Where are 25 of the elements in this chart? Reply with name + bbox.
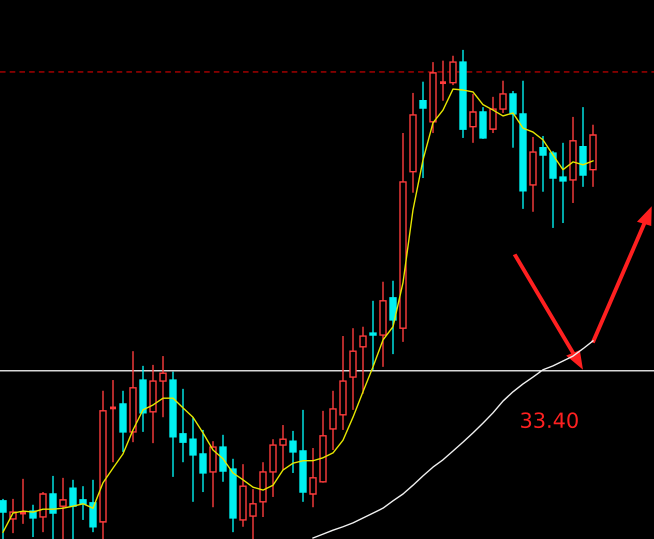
candlestick [69,479,77,539]
candlestick [559,142,567,224]
candlestick [309,447,317,508]
candlestick [329,390,337,451]
candlestick [108,379,118,463]
candlestick [469,93,477,144]
candlestick [159,355,167,418]
annotation: 33.40 [521,412,578,428]
candlestick [189,416,197,503]
candlestick [359,326,367,394]
candlestick [289,430,297,474]
candlestick [279,424,287,471]
candlestick [59,477,67,539]
candlestick [249,488,257,539]
candlestick [489,96,497,134]
candlestick [509,90,517,148]
candlestick [179,388,187,463]
candlestick [449,55,457,86]
candlestick [0,498,7,539]
candlestick [419,80,427,179]
candlestick [499,80,507,114]
candlestick [539,135,547,192]
candlestick [369,300,377,370]
candlestick [438,60,448,102]
candlestick [199,429,207,493]
